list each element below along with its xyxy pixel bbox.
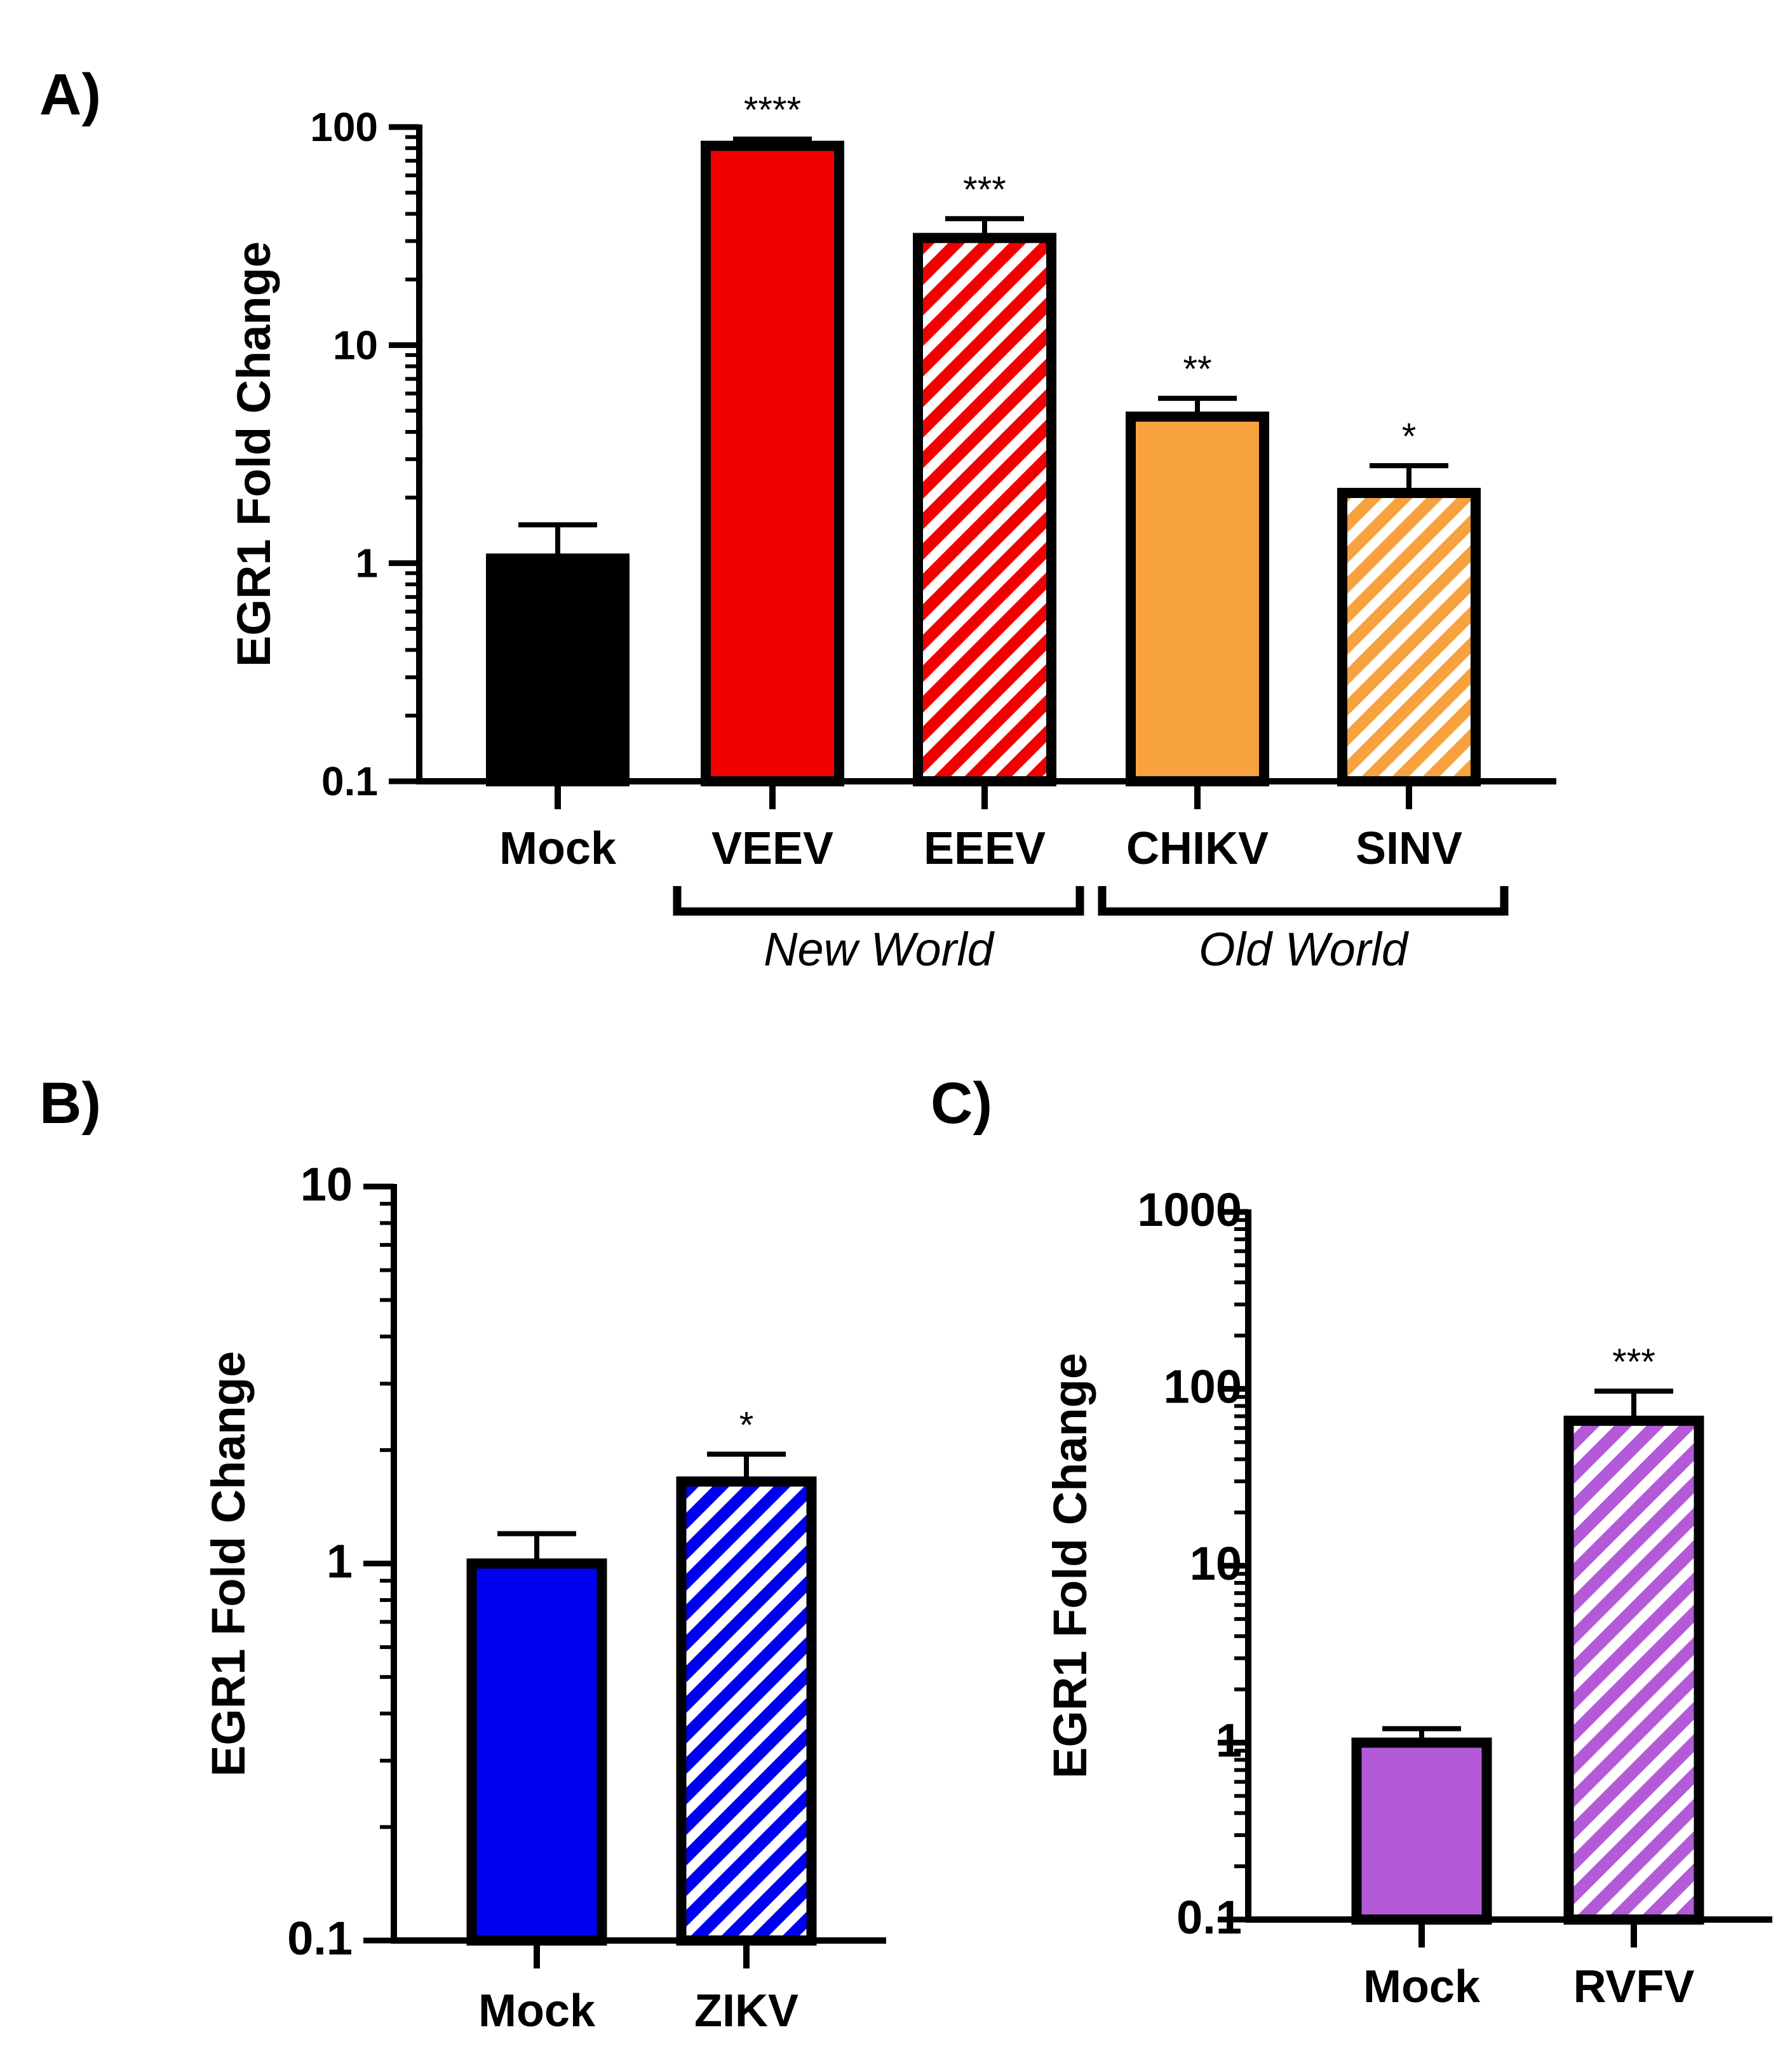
group-label: Old World (1199, 923, 1410, 976)
category-label: SINV (1356, 823, 1462, 874)
y-tick-label: 100 (310, 104, 378, 150)
category-label: Mock (499, 823, 617, 874)
y-tick-label: 0.1 (1176, 1891, 1242, 1944)
category-label: CHIKV (1126, 823, 1269, 874)
y-axis-title: EGR1 Fold Change (1044, 1353, 1096, 1779)
y-tick-label: 10 (300, 1158, 353, 1211)
significance-label: *** (963, 169, 1006, 210)
y-tick-label: 0.1 (321, 758, 378, 804)
y-tick-label: 1 (355, 541, 378, 586)
bar (1351, 1737, 1492, 1925)
category-label: VEEV (711, 823, 833, 874)
panel-label: C) (931, 1071, 992, 1136)
group-label: New World (764, 923, 995, 976)
category-label: Mock (478, 1986, 596, 2036)
category-label: EEEV (924, 823, 1046, 874)
y-tick-label: 1000 (1137, 1183, 1242, 1236)
significance-label: ** (1183, 349, 1211, 390)
y-tick-label: 10 (1190, 1537, 1242, 1590)
bar (1337, 488, 1481, 786)
y-tick-label: 0.1 (287, 1912, 353, 1965)
bar (676, 1476, 817, 1946)
chart-b: B) EGR1 Fold Change Mock * ZIKV 0.1 1 10 (39, 1071, 886, 2036)
category-label: ZIKV (694, 1986, 798, 2036)
chart-a: A) EGR1 Fold Change Mock **** VEEV *** EEEV ** C… (39, 62, 1556, 976)
bar (1563, 1415, 1704, 1925)
significance-label: **** (744, 90, 801, 131)
y-axis-title: EGR1 Fold Change (202, 1351, 255, 1777)
bar (913, 232, 1056, 786)
significance-label: * (1402, 416, 1417, 457)
group-bracket (1098, 886, 1509, 916)
y-axis-title: EGR1 Fold Change (227, 241, 280, 667)
y-tick-label: 10 (333, 322, 378, 368)
bar (1126, 411, 1269, 786)
significance-label: *** (1612, 1342, 1655, 1383)
y-tick-label: 1 (327, 1535, 353, 1588)
chart-c: C) EGR1 Fold Change Mock *** RVFV 0.1 1 10 100 10… (931, 1071, 1772, 2012)
bar (701, 140, 844, 786)
category-label: Mock (1363, 1961, 1481, 2012)
category-label: RVFV (1573, 1961, 1695, 2012)
panel-label: B) (39, 1071, 101, 1136)
bar (486, 553, 630, 786)
significance-label: * (739, 1404, 754, 1446)
bar (466, 1558, 607, 1946)
group-bracket (673, 886, 1084, 916)
y-tick-label: 100 (1164, 1361, 1242, 1413)
y-tick-label: 1 (1216, 1714, 1242, 1767)
panel-label: A) (39, 62, 101, 127)
